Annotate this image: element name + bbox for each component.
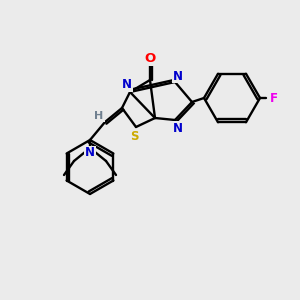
Text: H: H [94,111,103,121]
Text: N: N [173,122,183,134]
Text: N: N [122,79,132,92]
Text: S: S [130,130,138,142]
Text: N: N [173,70,183,83]
Text: O: O [144,52,156,64]
Text: N: N [85,146,95,160]
Text: F: F [270,92,278,104]
